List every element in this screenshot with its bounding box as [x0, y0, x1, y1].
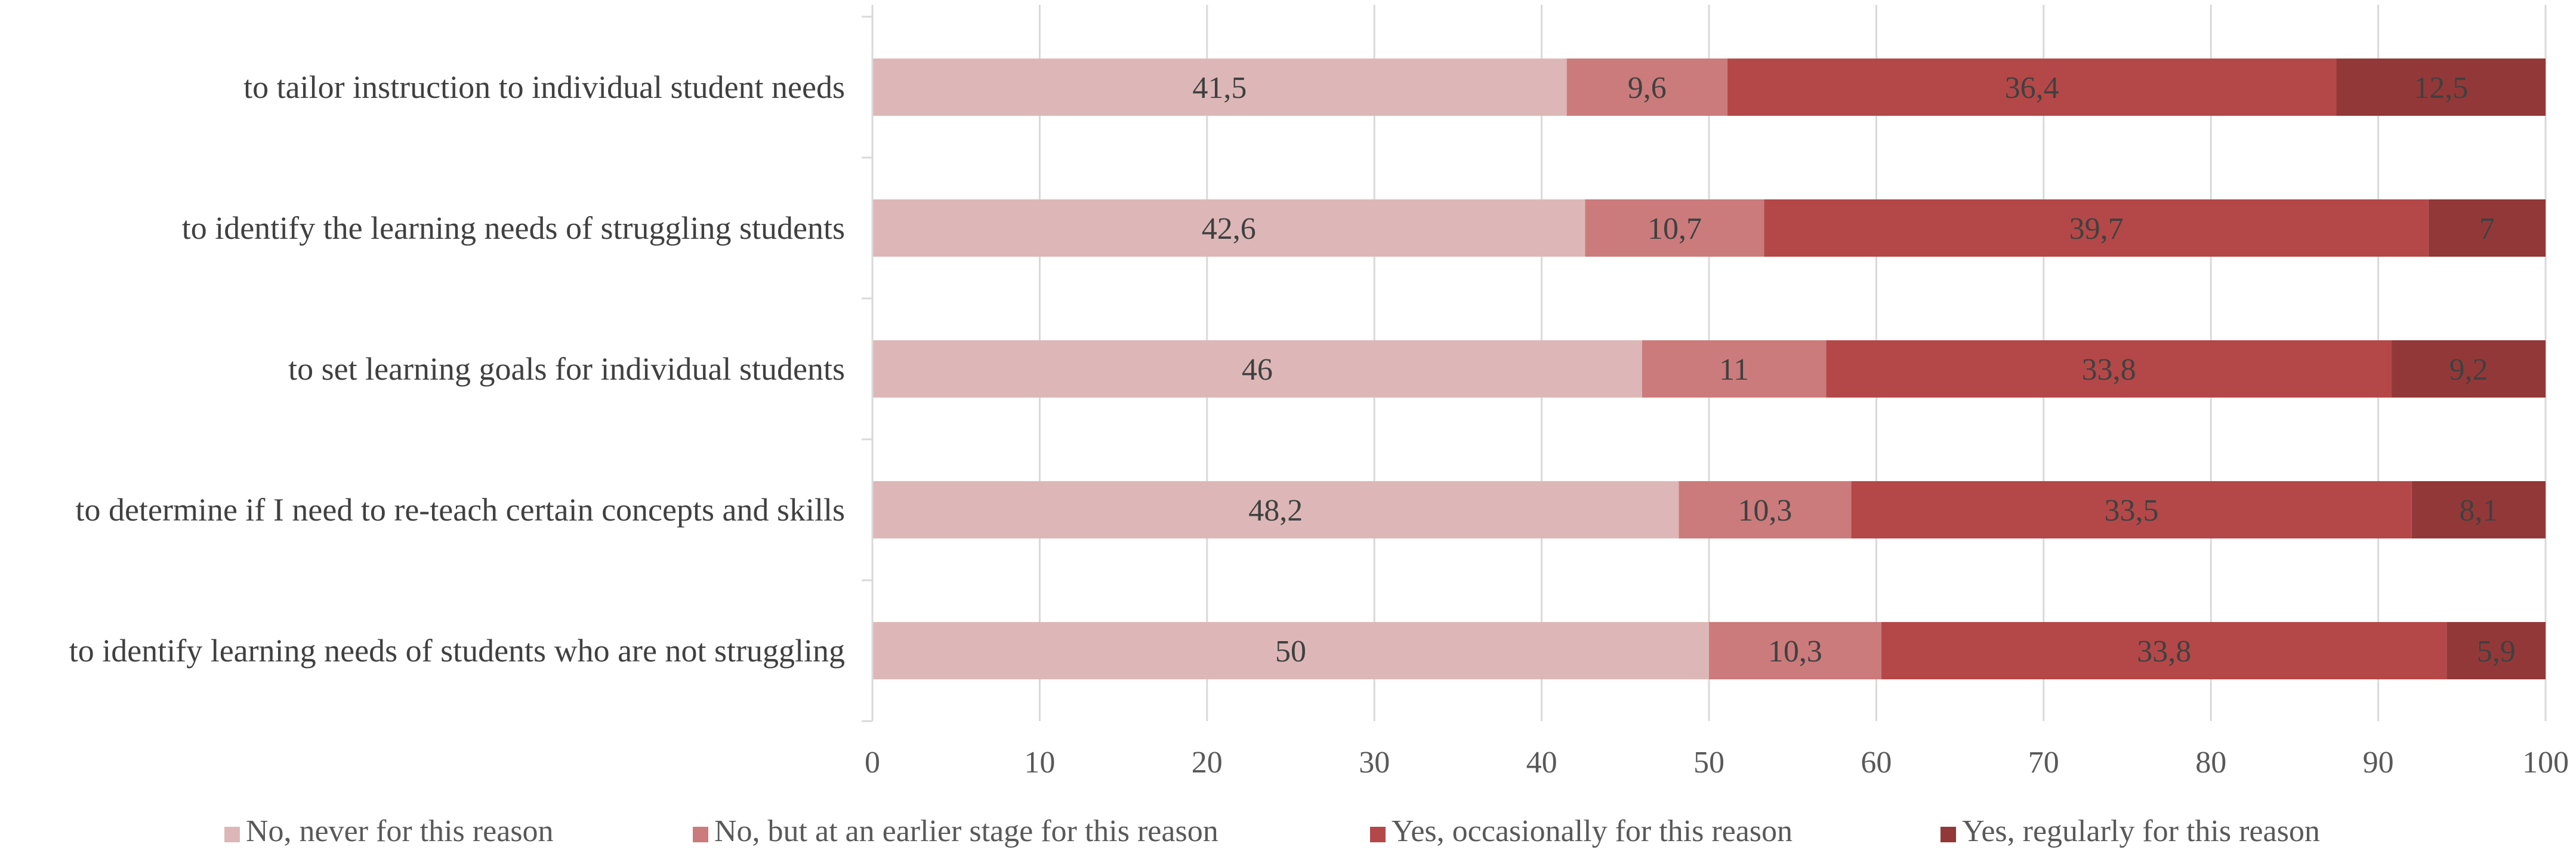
data-label: 8,1 — [2459, 494, 2498, 528]
legend: No, never for this reason No, but at an e… — [224, 814, 2320, 848]
x-tick-label: 20 — [1192, 746, 1223, 780]
legend-label: No, but at an earlier stage for this rea… — [714, 814, 1218, 848]
category-label: to set learning goals for individual stu… — [288, 351, 845, 387]
x-tick-label: 80 — [2195, 746, 2226, 780]
bar-segment — [872, 199, 1585, 257]
data-label: 10,3 — [1738, 494, 1792, 528]
data-label: 9,6 — [1628, 71, 1667, 105]
x-tick-label: 50 — [1693, 746, 1724, 780]
bar-segment — [1826, 340, 2392, 398]
bar-segment — [1851, 481, 2412, 538]
data-label: 11 — [1719, 353, 1749, 387]
bar-segment — [2411, 481, 2546, 538]
data-label: 5,9 — [2477, 635, 2516, 669]
legend-swatch — [693, 827, 708, 842]
category-label: to tailor instruction to individual stud… — [243, 69, 845, 105]
legend-label: Yes, regularly for this reason — [1962, 814, 2320, 848]
bar-segment — [2428, 199, 2546, 257]
bar-segment — [2392, 340, 2546, 398]
bar-segment — [1709, 622, 1881, 679]
data-label: 33,5 — [2105, 494, 2159, 528]
bar-segment — [1679, 481, 1852, 538]
legend-label: Yes, occasionally for this reason — [1392, 814, 1793, 848]
bar-segment — [872, 340, 1642, 398]
data-label: 39,7 — [2069, 212, 2124, 246]
data-label: 10,3 — [1768, 635, 1822, 669]
bar-segment — [2336, 59, 2546, 116]
bar-segment — [872, 481, 1679, 538]
data-label: 48,2 — [1248, 494, 1303, 528]
bar-segment — [1642, 340, 1827, 398]
legend-label: No, never for this reason — [246, 814, 554, 848]
x-tick-label: 0 — [865, 746, 880, 780]
bars: 41,5 9,6 36,4 12,5 42,6 10,7 39,7 7 46 11 33,8 9,2 4… — [872, 59, 2546, 679]
x-tick-label: 60 — [1861, 746, 1892, 780]
data-label: 10,7 — [1648, 212, 1702, 246]
bar-segment — [1585, 199, 1764, 257]
category-label: to identify learning needs of students w… — [69, 633, 845, 669]
category-label: to determine if I need to re-teach certa… — [76, 492, 845, 528]
axes: 0 10 20 30 40 50 60 70 80 90 100 to tailor instruct… — [69, 5, 2569, 780]
data-label: 36,4 — [2005, 71, 2059, 105]
data-label: 41,5 — [1192, 71, 1247, 105]
legend-swatch — [224, 827, 240, 842]
data-label: 46 — [1242, 353, 1273, 387]
legend-swatch — [1370, 827, 1386, 842]
legend-swatch — [1941, 827, 1956, 842]
bar-segment — [1881, 622, 2447, 679]
category-label: to identify the learning needs of strugg… — [182, 210, 845, 246]
x-tick-label: 10 — [1024, 746, 1055, 780]
data-label: 7 — [2479, 212, 2495, 246]
x-tick-label: 40 — [1526, 746, 1557, 780]
data-label: 33,8 — [2137, 635, 2191, 669]
x-tick-label: 100 — [2522, 746, 2569, 780]
bar-segment — [1727, 59, 2337, 116]
bar-segment — [872, 59, 1567, 116]
x-tick-label: 30 — [1359, 746, 1390, 780]
bar-segment — [2447, 622, 2546, 679]
data-label: 42,6 — [1202, 212, 1256, 246]
x-tick-label: 70 — [2028, 746, 2059, 780]
data-label: 9,2 — [2449, 353, 2488, 387]
bar-segment — [1764, 199, 2429, 257]
data-label: 50 — [1275, 635, 1306, 669]
bar-segment — [1566, 59, 1727, 116]
bar-segment — [872, 622, 1709, 679]
data-label: 33,8 — [2082, 353, 2136, 387]
x-tick-label: 90 — [2363, 746, 2394, 780]
data-label: 12,5 — [2414, 71, 2468, 105]
